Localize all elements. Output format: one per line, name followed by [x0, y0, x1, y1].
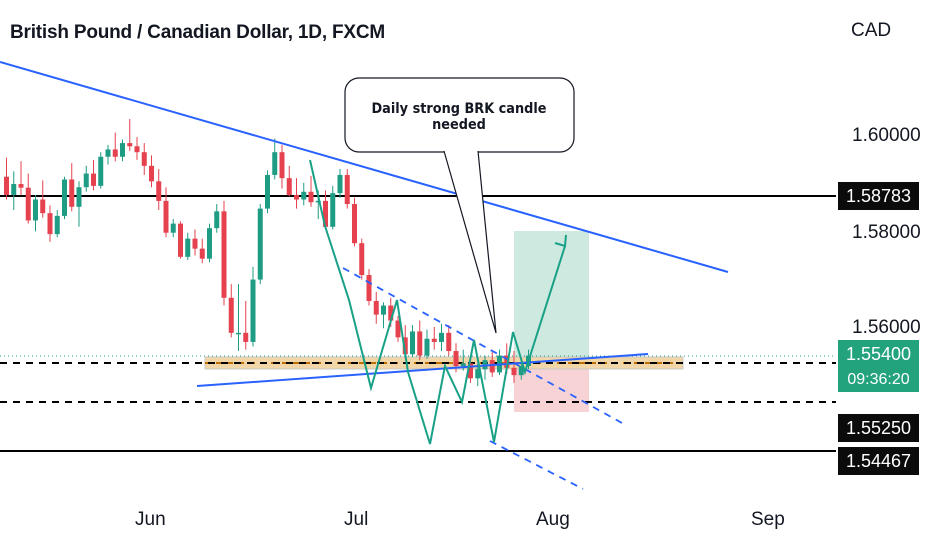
candle-body	[178, 223, 183, 257]
candle-body	[373, 300, 379, 315]
candle-body	[410, 331, 415, 355]
current-price-tag: 1.55400	[838, 340, 919, 368]
candle-body	[344, 174, 350, 205]
candle-body	[54, 215, 60, 235]
candle-body	[170, 223, 176, 233]
x-tick-label: Jul	[344, 509, 369, 530]
channel-upper-line[interactable]	[342, 267, 623, 424]
candle-body	[439, 332, 444, 342]
candle-body	[156, 181, 162, 201]
candle-body	[4, 176, 9, 195]
candle-body	[468, 363, 473, 379]
rising-support-line[interactable]	[196, 353, 649, 387]
price-path-zigzag[interactable]	[309, 159, 566, 445]
candle-body	[417, 331, 423, 356]
candle-countdown: 09:36:20	[838, 368, 919, 392]
candle-body	[243, 332, 249, 342]
y-tick-label: 1.60000	[852, 125, 921, 146]
downtrend-line[interactable]	[0, 61, 729, 273]
candle-body	[518, 366, 524, 376]
candle-body	[424, 338, 430, 356]
candle-body	[134, 146, 140, 153]
candle-body	[402, 337, 408, 355]
candle-body	[489, 360, 495, 373]
candle-body	[47, 213, 53, 235]
candle-body	[294, 194, 299, 200]
candle-body	[185, 238, 191, 257]
level-price-tag: 1.55250	[838, 414, 919, 442]
candle-body	[62, 179, 67, 216]
x-tick-label: Jun	[135, 509, 166, 530]
candle-body	[315, 200, 321, 203]
candle-body	[431, 338, 437, 342]
candle-body	[83, 173, 89, 188]
candle-body	[105, 149, 111, 157]
candle-body	[91, 173, 96, 186]
candle-body	[163, 200, 169, 233]
arrow-head	[554, 234, 567, 248]
target-zone	[514, 231, 589, 364]
candle-body	[40, 199, 46, 214]
resistance-price-tag: 1.58783	[838, 182, 919, 210]
candle-body	[308, 191, 314, 203]
candle-body	[199, 248, 205, 259]
candle-body	[504, 355, 510, 368]
candle-body	[228, 297, 234, 333]
candle-body	[272, 152, 278, 175]
candle-body	[207, 228, 212, 259]
candle-body	[257, 208, 263, 280]
y-tick-label: 1.58000	[852, 222, 921, 243]
currency-label: CAD	[851, 20, 892, 41]
callout-text: Daily strong BRK candle needed	[371, 101, 547, 133]
candle-body	[460, 363, 466, 367]
candle-body	[221, 211, 227, 298]
y-tick-label: 1.56000	[852, 317, 921, 338]
candle-body	[511, 367, 517, 376]
candle-body	[381, 305, 386, 315]
candle-body	[359, 243, 365, 276]
candle-body	[18, 184, 24, 188]
candle-body	[301, 191, 307, 200]
candles-group	[4, 118, 531, 387]
candle-body	[120, 143, 125, 157]
candle-body	[286, 178, 292, 195]
candle-body	[265, 174, 270, 209]
x-tick-label: Aug	[536, 509, 570, 530]
candle-body	[112, 149, 118, 157]
candle-body	[25, 187, 31, 221]
candle-body	[11, 184, 17, 195]
candle-body	[395, 320, 401, 338]
candle-body	[337, 174, 343, 194]
channel-lower-line[interactable]	[489, 440, 584, 490]
candle-body	[352, 204, 357, 244]
candle-body	[236, 332, 241, 335]
candle-body	[127, 143, 133, 147]
callout-pointer	[443, 150, 497, 334]
candle-body	[330, 193, 336, 227]
candle-body	[279, 152, 285, 179]
candle-body	[250, 279, 256, 342]
candle-body	[69, 179, 75, 207]
candle-body	[76, 187, 82, 207]
candle-body	[98, 156, 104, 186]
support-price-tag: 1.54467	[838, 447, 919, 475]
candle-body	[33, 199, 38, 221]
candle-body	[475, 369, 481, 379]
candle-body	[453, 351, 459, 367]
chart-title: British Pound / Canadian Dollar, 1D, FXC…	[10, 22, 386, 43]
candle-body	[149, 165, 154, 182]
candle-body	[446, 332, 452, 352]
stop-loss-zone	[514, 364, 589, 412]
candle-body	[192, 238, 198, 249]
candle-body	[141, 152, 147, 166]
candle-body	[323, 200, 328, 227]
x-tick-label: Sep	[751, 509, 785, 530]
candle-body	[388, 305, 394, 321]
candle-body	[214, 211, 220, 229]
candle-body	[366, 275, 372, 301]
